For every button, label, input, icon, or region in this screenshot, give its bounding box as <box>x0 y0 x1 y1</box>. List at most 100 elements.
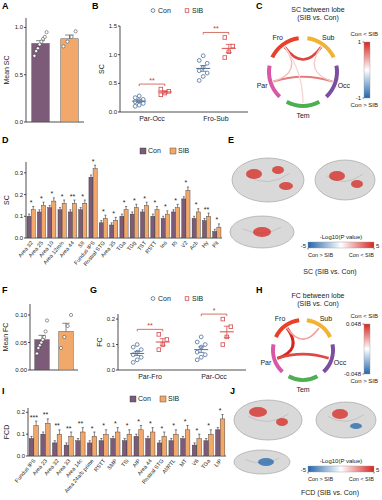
title-line: (SIB vs. Con) <box>297 14 339 22</box>
error-cap <box>182 436 184 437</box>
brain-patch <box>249 407 267 417</box>
x-tick-label: Ins <box>159 240 168 250</box>
y-tick-label: 0.10 <box>15 312 27 318</box>
y-tick <box>116 344 118 345</box>
colorbar-tick <box>374 248 375 250</box>
point <box>66 324 69 327</box>
y-axis-label: FC <box>96 337 103 346</box>
mean-line <box>132 101 146 102</box>
error-bar <box>146 202 147 205</box>
bar <box>92 436 97 456</box>
brain-surface <box>234 400 302 440</box>
error-bar <box>136 204 137 207</box>
point <box>139 355 143 359</box>
error-cap <box>198 346 204 347</box>
brain-patch <box>350 423 362 429</box>
significance: ** <box>70 193 76 200</box>
significance: * <box>91 425 94 432</box>
error-bar <box>140 425 141 429</box>
y-tick <box>24 74 26 75</box>
error-cap <box>226 52 232 53</box>
bar <box>202 221 206 238</box>
panel-letter: J <box>230 386 235 396</box>
bar <box>197 439 202 456</box>
marks <box>132 36 236 109</box>
colorbar <box>364 324 370 374</box>
error-cap <box>151 427 153 428</box>
point <box>36 47 39 50</box>
y-tick-label: 0.2 <box>15 192 24 198</box>
x-tick-label: V6 <box>191 458 200 467</box>
node-label: Occ <box>338 82 351 89</box>
error-bar <box>82 428 83 432</box>
error-cap <box>65 442 67 443</box>
error-cap <box>128 429 130 430</box>
y-tick-label: 0.1 <box>15 213 24 219</box>
brain-patch <box>276 418 288 426</box>
point <box>165 338 169 342</box>
error-cap <box>147 436 149 437</box>
x-tick-label: TSi <box>120 458 130 468</box>
bar <box>69 436 74 456</box>
significance: * <box>30 199 33 206</box>
significance: * <box>81 193 84 200</box>
error-bar <box>43 202 44 205</box>
point <box>167 90 171 94</box>
error-bar <box>194 443 195 445</box>
error-bar <box>101 221 102 223</box>
point <box>195 358 199 362</box>
point <box>133 96 137 100</box>
error-cap <box>136 102 142 103</box>
title-line: (SIB vs. Con) <box>297 300 339 308</box>
error-cap <box>42 432 44 433</box>
point <box>221 317 225 321</box>
bar <box>165 214 169 238</box>
y-axis-label: FCD <box>3 425 10 439</box>
x-tick-label: Area 35 <box>99 240 116 259</box>
error-cap <box>62 323 69 324</box>
x-tick-label: Hy <box>200 240 209 249</box>
point <box>159 93 163 97</box>
significance: * <box>61 193 64 200</box>
y-tick-label: 0.0 <box>17 453 26 459</box>
y-tick <box>118 112 120 113</box>
y-axis <box>26 162 27 238</box>
colorbar-label: Con < SIB <box>350 313 378 319</box>
error-cap <box>170 438 172 439</box>
bar <box>104 434 109 456</box>
error-bar <box>194 216 195 218</box>
point <box>33 54 36 57</box>
colorbar-label: Con > SIB <box>308 252 334 258</box>
bar <box>99 223 103 238</box>
bar <box>93 169 97 238</box>
error-bar <box>60 208 61 210</box>
error-cap <box>193 442 195 443</box>
bar <box>130 214 134 238</box>
error-bar <box>84 200 85 203</box>
x-tick-label: Par-Occ <box>201 373 227 380</box>
significance: ** <box>43 411 49 418</box>
significance: * <box>50 190 53 197</box>
node-label: Fro <box>275 315 286 322</box>
y-tick <box>26 456 28 457</box>
y-tick <box>24 216 26 217</box>
error-bar <box>173 210 174 212</box>
bar <box>176 208 180 238</box>
brain-patch <box>253 227 271 237</box>
error-cap <box>54 440 56 441</box>
point <box>69 313 72 316</box>
significance: * <box>185 179 188 186</box>
bar <box>64 445 69 456</box>
error-cap <box>172 209 174 210</box>
point <box>45 31 48 34</box>
panel: F0.000.050.10Mean FC <box>2 285 78 373</box>
bar <box>216 430 221 456</box>
colorbar-tick <box>308 248 309 250</box>
bar <box>146 439 151 456</box>
bar <box>181 439 186 456</box>
y-tick <box>118 54 120 55</box>
colorbar-tick <box>308 472 309 474</box>
error-bar <box>226 326 227 337</box>
significance: * <box>143 195 146 202</box>
error-bar <box>136 434 137 436</box>
